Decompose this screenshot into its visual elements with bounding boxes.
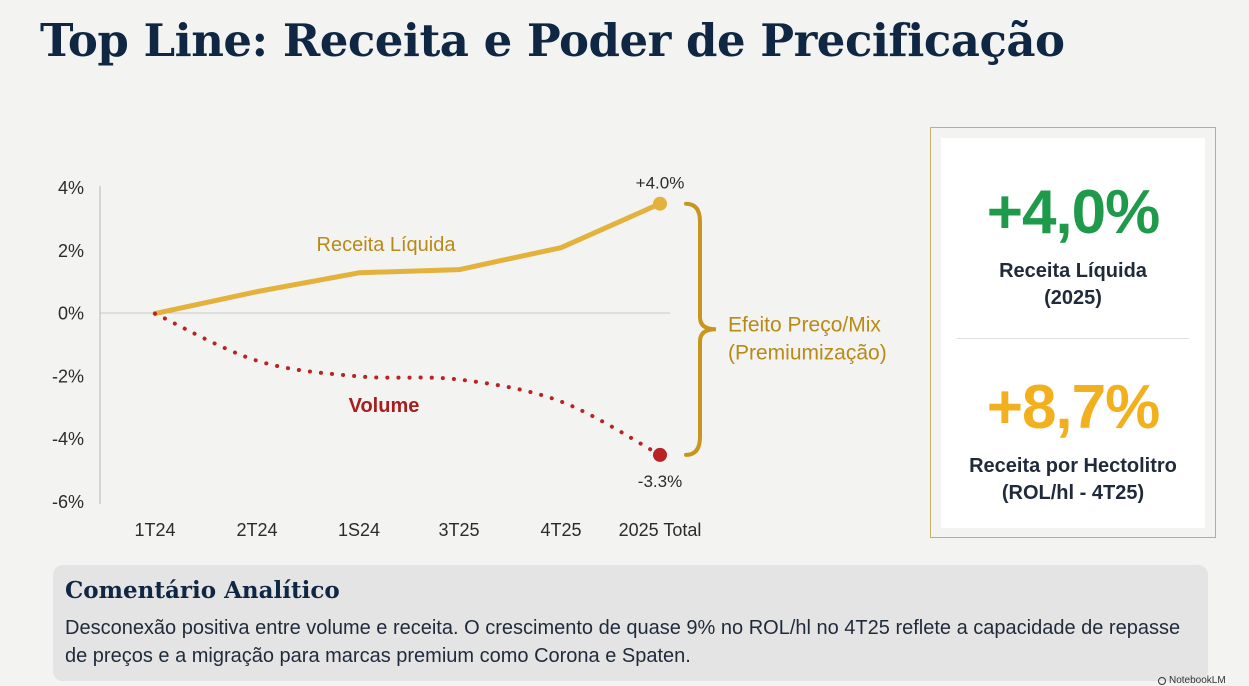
revenue-end-label: +4.0% <box>636 174 685 193</box>
volume-end-label: -3.3% <box>638 472 682 491</box>
kpi-hectoliter: +8,7% Receita por Hectolitro (ROL/hl - 4… <box>941 373 1205 507</box>
y-axis-ticks: 4% 2% 0% -2% -4% -6% <box>52 178 84 512</box>
bracket-annotation: Efeito Preço/Mix (Premiumização) <box>684 201 887 457</box>
notebook-icon <box>1158 676 1166 685</box>
x-tick-label: 2025 Total <box>619 520 702 540</box>
kpi-hectoliter-value: +8,7% <box>986 373 1161 442</box>
page-title: Top Line: Receita e Poder de Precificaçã… <box>40 14 1065 67</box>
revenue-series-line <box>152 201 663 317</box>
watermark-text: NotebookLM <box>1169 675 1226 686</box>
kpi-panel: +4,0% Receita Líquida (2025) +8,7% Recei… <box>930 127 1216 538</box>
series-layer: +4.0% Receita Líquida -3.3% Volume <box>152 174 685 491</box>
kpi-card: +4,0% Receita Líquida (2025) +8,7% Recei… <box>941 138 1205 528</box>
kpi-revenue-value: +4,0% <box>986 178 1161 247</box>
y-tick-label: 2% <box>58 241 84 261</box>
line-chart: 4% 2% 0% -2% -4% -6% 1T24 2T24 1S24 3T25 4T25 2025… <box>52 174 887 540</box>
comment-text: Desconexão positiva entre volume e recei… <box>65 617 1181 667</box>
kpi-hectoliter-label: Receita por Hectolitro <box>969 455 1177 477</box>
x-tick-label: 1S24 <box>338 520 380 540</box>
x-tick-label: 1T24 <box>134 520 175 540</box>
x-tick-label: 3T25 <box>438 520 479 540</box>
comment-title: Comentário Analítico <box>65 577 340 604</box>
analytic-comment: Comentário Analítico Desconexão positiva… <box>53 565 1208 681</box>
kpi-revenue-label: Receita Líquida <box>999 260 1147 282</box>
y-tick-label: 4% <box>58 178 84 198</box>
volume-series-line <box>153 311 662 457</box>
volume-end-marker <box>653 447 667 462</box>
watermark: NotebookLM <box>1158 675 1226 686</box>
kpi-revenue: +4,0% Receita Líquida (2025) <box>941 178 1205 312</box>
volume-series-label: Volume <box>349 395 420 417</box>
revenue-end-marker <box>653 196 667 211</box>
x-tick-label: 4T25 <box>540 520 581 540</box>
revenue-series-label: Receita Líquida <box>317 234 457 256</box>
y-tick-label: -2% <box>52 366 84 386</box>
y-tick-label: 0% <box>58 304 84 324</box>
bracket-label-line1: Efeito Preço/Mix <box>728 313 881 336</box>
y-tick-label: -4% <box>52 429 84 449</box>
kpi-hectoliter-sublabel: (ROL/hl - 4T25) <box>1001 482 1145 504</box>
bracket-label-line2: (Premiumização) <box>728 341 887 364</box>
kpi-divider <box>957 338 1189 339</box>
x-tick-label: 2T24 <box>236 520 277 540</box>
x-axis-ticks: 1T24 2T24 1S24 3T25 4T25 2025 Total <box>134 520 701 540</box>
y-tick-label: -6% <box>52 492 84 512</box>
kpi-revenue-sublabel: (2025) <box>1044 287 1102 309</box>
bracket-shape <box>684 201 717 457</box>
